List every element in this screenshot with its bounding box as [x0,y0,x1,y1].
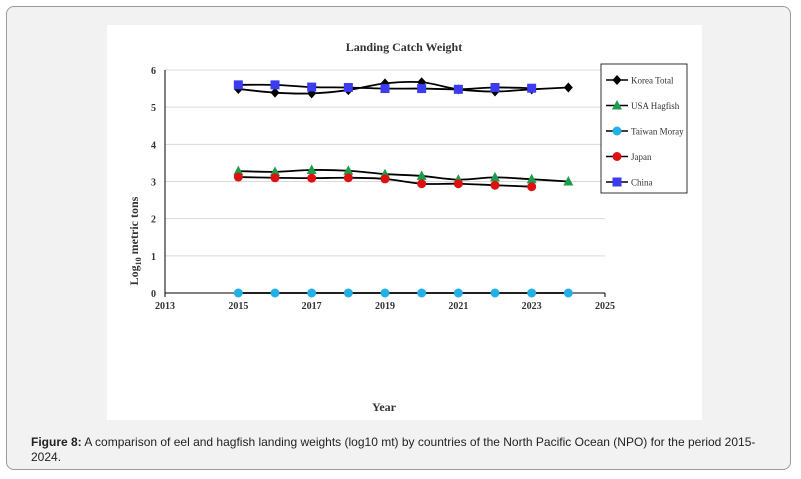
legend-item: Korea Total [606,75,674,86]
x-tick-label: 2017 [302,301,322,312]
data-point [270,87,280,98]
data-point [307,173,317,183]
data-point [233,288,243,298]
data-point [270,288,280,298]
series-japan [233,172,537,192]
data-point [490,82,500,92]
data-point [490,180,500,190]
data-point [307,288,317,298]
data-point [563,288,573,298]
legend-item: China [606,177,653,188]
data-point [453,84,463,94]
data-point [380,174,390,184]
y-axis-label-main: Log [127,265,141,285]
data-point [233,172,243,182]
data-point [416,170,427,180]
legend: Korea Total USA Hagfish Taiwan Moray Japan C… [600,63,688,194]
chart-container: Landing Catch Weight 0 1 2 3 4 5 6 2013 2015 2017… [107,25,702,420]
x-tick-label: 2015 [228,301,248,312]
legend-marker [612,126,622,136]
data-point [233,165,244,176]
legend-marker [612,75,622,85]
data-point [526,173,537,184]
data-point [380,78,390,89]
x-tick-label: 2021 [448,301,468,312]
data-point [453,179,463,189]
legend-item: Japan [606,152,652,162]
y-tick-label: 4 [151,140,156,151]
legend-marker [612,100,622,110]
data-point [490,288,500,298]
data-point [270,173,280,183]
y-tick-label: 0 [151,289,156,300]
legend-label: USA Hagfish [631,101,680,111]
data-point [417,288,427,298]
data-point [380,288,390,298]
x-tick-label: 2025 [595,301,615,312]
data-point [306,164,317,174]
data-point [490,171,500,182]
figure-panel: Landing Catch Weight 0 1 2 3 4 5 6 2013 2015 2017… [6,6,791,470]
legend-items: Korea Total USA Hagfish Taiwan Moray Japan C… [606,75,684,188]
axes: 0 1 2 3 4 5 6 2013 2015 2017 2019 2021 2023 2025 [151,66,615,312]
y-tick-label: 6 [151,66,156,77]
series-line [238,80,569,95]
series-china [233,80,537,94]
data-point [417,179,427,189]
legend-label: Korea Total [631,76,674,86]
series-line [238,169,569,183]
data-point [527,182,537,192]
y-axis-label-sub: 10 [134,257,143,265]
x-tick-label: 2023 [522,301,542,312]
caption-text: A comparison of eel and hagfish landing … [31,435,756,464]
legend-item: Taiwan Moray [606,126,684,137]
series-taiwan-moray [233,288,573,298]
data-point [307,82,317,92]
line-chart: Landing Catch Weight 0 1 2 3 4 5 6 2013 2015 2017… [127,40,688,414]
y-tick-label: 1 [151,252,156,263]
legend-marker [612,152,622,161]
data-point [417,84,427,94]
y-tick-label: 3 [151,178,156,189]
series-group [233,77,574,298]
data-point [563,176,574,186]
legend-label: Japan [631,152,652,162]
data-point [343,173,353,183]
y-axis-label-rest: metric tons [127,196,141,257]
data-point [270,80,280,90]
y-axis-label: Log10 metric tons [127,196,143,285]
data-point [380,84,390,94]
chart-title: Landing Catch Weight [346,40,462,54]
x-axis-label: Year [372,400,397,414]
data-point [343,82,353,92]
data-point [343,288,353,298]
data-point [563,82,573,93]
legend-label: Taiwan Moray [631,127,684,137]
x-tick-label: 2013 [155,301,175,312]
data-point [343,165,354,175]
caption-label: Figure 8: [31,435,82,449]
data-point [233,80,243,90]
data-point [527,83,537,93]
y-tick-label: 5 [151,103,156,114]
legend-label: China [631,178,653,188]
figure-caption: Figure 8: A comparison of eel and hagfis… [31,435,776,465]
y-tick-label: 2 [151,215,156,226]
legend-marker [612,177,622,187]
series-usa-hagfish [233,164,574,186]
legend-item: USA Hagfish [606,100,680,111]
data-point [270,166,280,176]
x-tick-label: 2019 [375,301,395,312]
data-point [527,288,537,298]
data-point [453,288,463,298]
